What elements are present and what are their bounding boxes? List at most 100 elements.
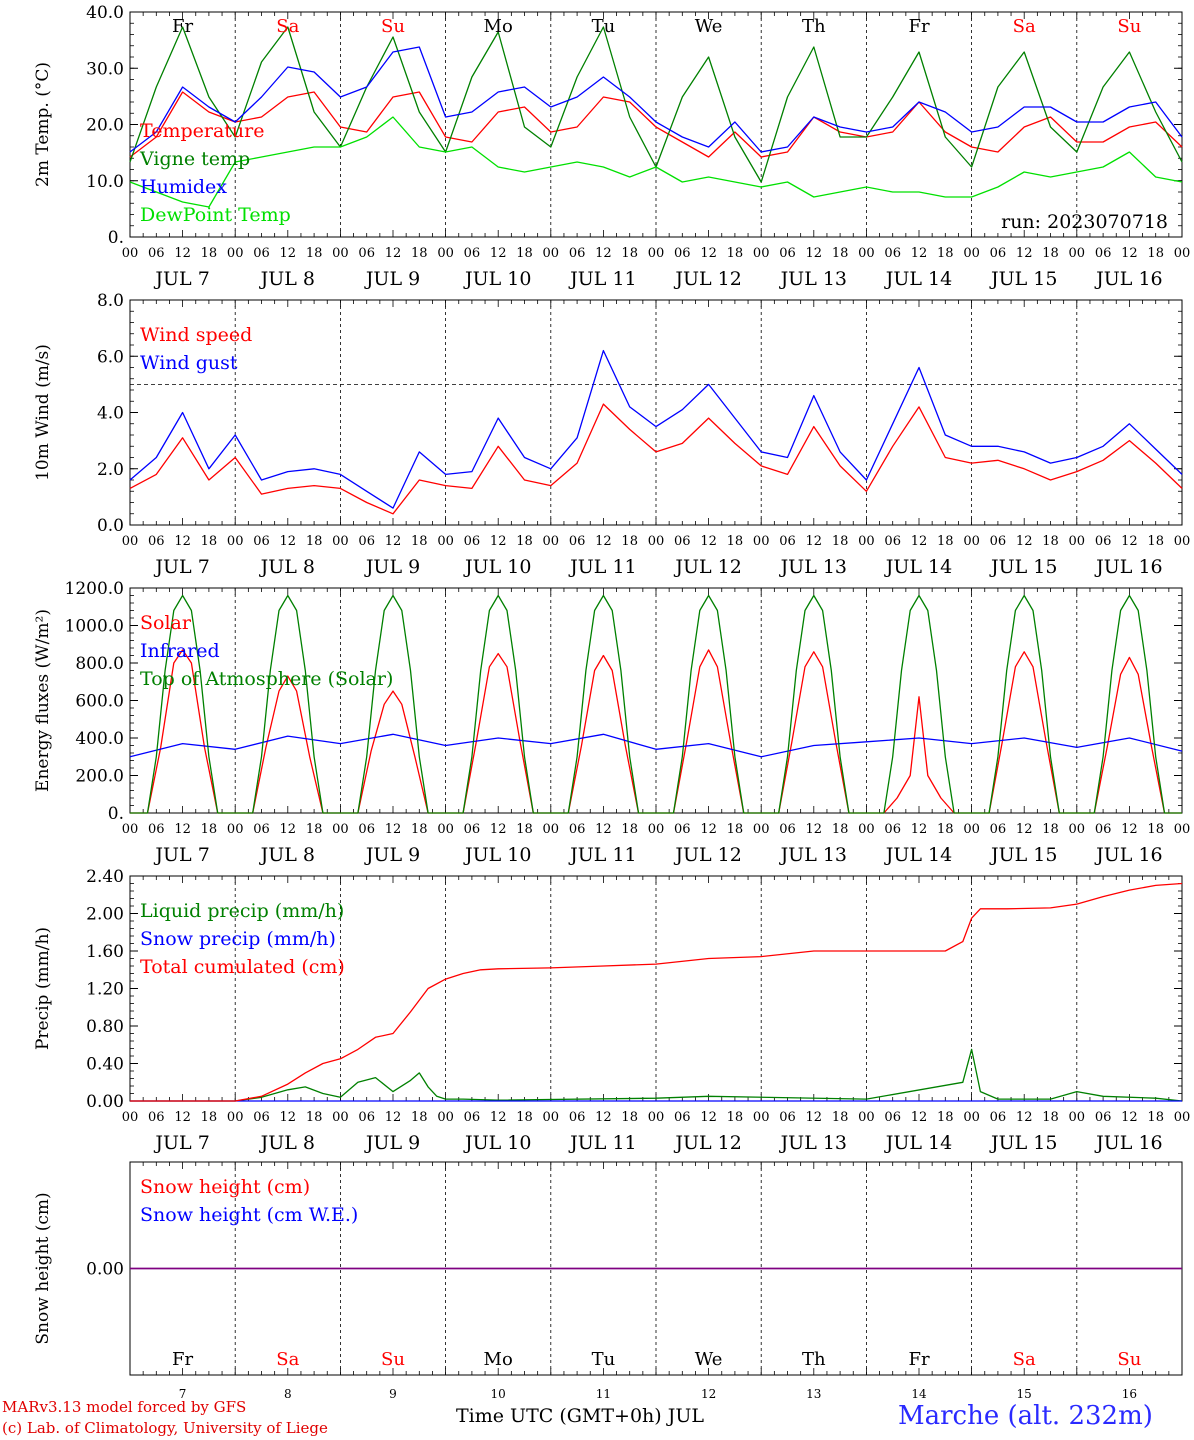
y-tick-label: 2.40 [86,867,124,887]
hour-label: 18 [937,1110,954,1125]
hour-label: 00 [1174,1110,1191,1125]
hour-label: 06 [464,246,481,261]
y-tick-label: 0. [108,228,124,248]
weekday-label: Fr [908,1349,929,1370]
hour-label: 06 [569,822,586,837]
hour-label: 18 [306,534,323,549]
hour-label: 12 [1016,246,1033,261]
y-axis-label: Energy fluxes (W/m²) [33,609,53,792]
hour-label: 12 [385,1110,402,1125]
hour-label: 12 [806,246,823,261]
hour-label: 00 [332,246,349,261]
hour-label: 06 [464,534,481,549]
hour-label: 00 [1174,534,1191,549]
day-label: JUL 8 [259,268,315,290]
hour-label: 00 [1069,1110,1086,1125]
hour-label: 00 [1069,246,1086,261]
hour-label: 06 [884,822,901,837]
hour-label: 18 [937,246,954,261]
y-tick-label: 1200.0 [65,579,124,599]
hour-label: 06 [358,822,375,837]
series-line [130,1048,1183,1102]
hour-label: 06 [358,1110,375,1125]
hour-label: 06 [464,1110,481,1125]
hour-label: 00 [858,822,875,837]
model-credit: MARv3.13 model forced by GFS [2,1398,247,1416]
hour-label: 12 [490,534,507,549]
day-label: JUL 11 [568,556,636,578]
hour-label: 06 [1095,534,1112,549]
hour-label: 18 [1042,822,1059,837]
hour-label: 06 [1095,246,1112,261]
weekday-label: Th [802,1349,826,1370]
y-tick-label: 0.0 [97,516,124,536]
hour-label: 12 [595,246,612,261]
hour-label: 00 [963,534,980,549]
y-tick-label: 400.0 [75,729,124,749]
hour-label: 12 [1121,822,1138,837]
hour-label: 12 [1016,822,1033,837]
hour-label: 00 [122,246,139,261]
day-number: 12 [701,1387,716,1401]
day-label: JUL 9 [364,1132,420,1154]
hour-label: 06 [779,534,796,549]
hour-label: 00 [437,1110,454,1125]
hour-label: 12 [806,1110,823,1125]
hour-label: 00 [332,1110,349,1125]
legend-entry: Snow height (cm) [140,1176,310,1198]
y-axis-label: Snow height (cm) [33,1192,53,1344]
legend-entry: Wind gust [140,352,238,374]
hour-label: 18 [727,1110,744,1125]
hour-label: 18 [411,246,428,261]
day-label: JUL 11 [568,268,636,290]
hour-label: 06 [674,246,691,261]
hour-label: 12 [700,534,717,549]
hour-label: 18 [727,246,744,261]
day-label: JUL 9 [364,556,420,578]
hour-label: 00 [227,822,244,837]
hour-label: 12 [595,534,612,549]
y-tick-label: 4.0 [97,404,124,424]
hour-label: 18 [832,1110,849,1125]
hour-label: 12 [1016,534,1033,549]
hour-label: 00 [543,534,560,549]
weekday-label: Mo [484,1349,513,1370]
day-label: JUL 14 [884,556,952,578]
legend-entry: Vigne temp [139,148,250,170]
y-axis-label: Precip (mm/h) [33,927,53,1050]
hour-label: 06 [990,1110,1007,1125]
day-label: JUL 13 [779,268,847,290]
hour-label: 12 [174,246,191,261]
y-tick-label: 0.00 [86,1260,124,1280]
hour-label: 06 [148,1110,165,1125]
hour-label: 00 [858,534,875,549]
hour-label: 18 [516,246,533,261]
weekday-label: Sa [276,1349,299,1370]
hour-label: 18 [1147,1110,1164,1125]
weekday-label: Fr [172,1349,193,1370]
hour-label: 06 [779,822,796,837]
hour-label: 00 [227,1110,244,1125]
legend-entry: Snow height (cm W.E.) [140,1204,358,1226]
legend-entry: Wind speed [140,324,252,346]
hour-label: 12 [174,822,191,837]
day-label: JUL 9 [364,268,420,290]
day-label: JUL 14 [884,844,952,866]
hour-label: 00 [332,534,349,549]
hour-label: 12 [595,1110,612,1125]
hour-label: 06 [990,822,1007,837]
y-tick-label: 20.0 [86,116,124,136]
hour-label: 06 [253,1110,270,1125]
day-number: 16 [1122,1387,1137,1401]
weekday-label: We [695,1349,723,1370]
hour-label: 12 [385,246,402,261]
hour-label: 06 [569,246,586,261]
weekday-label: Tu [592,16,616,37]
hour-label: 18 [516,534,533,549]
hour-label: 18 [306,822,323,837]
hour-label: 18 [1042,246,1059,261]
day-label: JUL 7 [153,1132,209,1154]
y-tick-label: 0.00 [86,1092,124,1112]
y-tick-label: 0.80 [86,1017,124,1037]
hour-label: 18 [306,1110,323,1125]
